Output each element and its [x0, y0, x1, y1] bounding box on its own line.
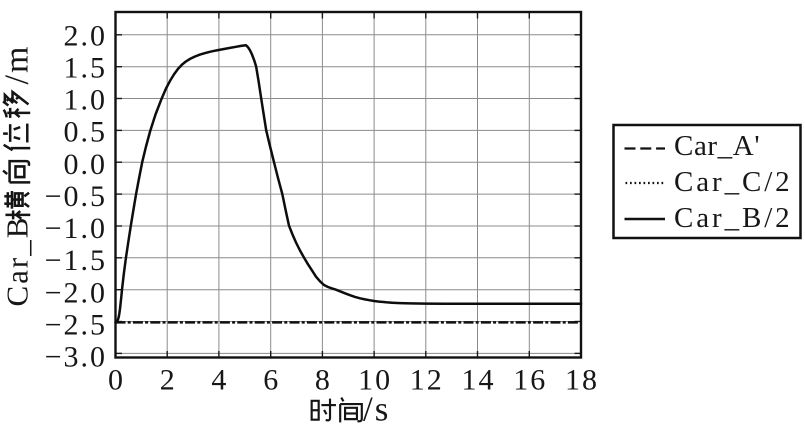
svg-text:2: 2: [160, 364, 177, 397]
svg-text:2.0: 2.0: [64, 19, 108, 52]
svg-text:/m: /m: [0, 45, 36, 85]
svg-text:Car_A': Car_A': [674, 130, 760, 162]
svg-text:Car_B/2: Car_B/2: [674, 202, 793, 234]
svg-text:Car_B: Car_B: [0, 216, 35, 307]
svg-text:−0.5: −0.5: [45, 180, 107, 213]
svg-text:14: 14: [462, 364, 496, 397]
svg-text:1.0: 1.0: [64, 84, 108, 117]
svg-text:12: 12: [410, 364, 444, 397]
svg-text:−1.5: −1.5: [45, 244, 107, 277]
svg-text:10: 10: [358, 364, 392, 397]
svg-text:−2.5: −2.5: [45, 308, 107, 341]
svg-text:/s: /s: [363, 390, 390, 429]
svg-text:16: 16: [513, 364, 547, 397]
svg-text:−2.0: −2.0: [45, 276, 107, 309]
svg-text:Car_C/2: Car_C/2: [674, 166, 793, 198]
svg-text:4: 4: [211, 364, 228, 397]
svg-text:0: 0: [108, 364, 125, 397]
svg-text:6: 6: [263, 364, 280, 397]
svg-text:1.5: 1.5: [64, 52, 108, 85]
svg-text:0.0: 0.0: [64, 148, 108, 181]
svg-text:8: 8: [315, 364, 332, 397]
svg-text:18: 18: [565, 364, 599, 397]
svg-text:−1.0: −1.0: [45, 212, 107, 245]
svg-text:−3.0: −3.0: [45, 341, 107, 374]
svg-text:0.5: 0.5: [64, 116, 108, 149]
